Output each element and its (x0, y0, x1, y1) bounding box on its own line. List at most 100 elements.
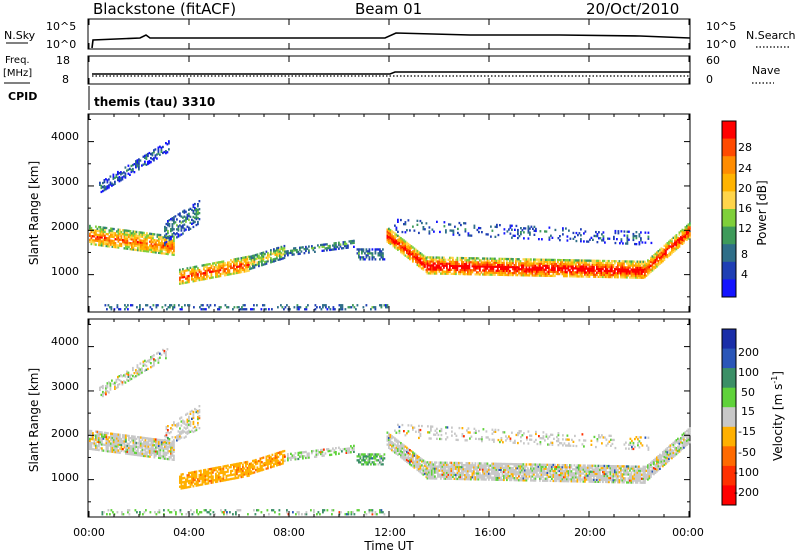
power-cell (127, 304, 129, 307)
velocity-cell (114, 435, 117, 438)
velocity-cell (165, 443, 168, 446)
power-cell (630, 274, 633, 277)
power-cell (137, 249, 139, 252)
velocity-cell (398, 440, 401, 444)
power-cell (362, 306, 365, 309)
power-cell (444, 262, 447, 265)
velocity-cell (431, 465, 433, 468)
velocity-cell (413, 454, 416, 457)
velocity-cell (123, 434, 126, 437)
power-cell (548, 274, 550, 277)
velocity-cell (462, 470, 465, 473)
velocity-cell (425, 467, 428, 471)
power-cell (162, 238, 165, 241)
power-cell (486, 257, 489, 260)
power-cell (409, 256, 411, 259)
power-cell (242, 266, 244, 269)
power-cell (651, 269, 654, 272)
velocity-cell (149, 449, 151, 452)
power-cell (645, 270, 648, 273)
power-cell (110, 306, 113, 309)
power-cell (240, 268, 243, 272)
power-cbar-tick-16: 16 (738, 202, 752, 215)
power-cell (111, 245, 114, 248)
velocity-cell (395, 440, 398, 443)
power-cell (117, 176, 119, 180)
velocity-cell (388, 432, 390, 435)
power-cell (621, 260, 624, 263)
velocity-cell (479, 462, 481, 465)
velocity-cell (153, 354, 155, 357)
power-cell (168, 142, 170, 145)
velocity-cell (183, 482, 186, 486)
power-cell (599, 263, 601, 266)
velocity-cell (350, 451, 352, 454)
velocity-cell (168, 458, 171, 461)
velocity-cell (321, 452, 324, 455)
power-cell (431, 272, 433, 275)
velocity-cell (479, 466, 481, 469)
power-cell (671, 242, 673, 245)
power-cell (218, 261, 220, 264)
power-cell (425, 270, 428, 274)
power-cell (367, 250, 369, 253)
velocity-cell (296, 457, 298, 461)
power-cell (305, 306, 308, 309)
power-cell (465, 273, 468, 276)
velocity-cell (401, 457, 404, 460)
power-cell (239, 261, 241, 264)
velocity-cell (431, 467, 433, 470)
velocity-cell (128, 444, 130, 448)
power-cell (558, 264, 561, 268)
velocity-cell (440, 469, 442, 472)
power-cell (173, 218, 175, 221)
velocity-cell (116, 435, 118, 438)
power-cell (120, 242, 123, 246)
velocity-cell (207, 468, 210, 471)
velocity-cell (101, 431, 103, 434)
velocity-cell (158, 448, 160, 451)
power-cell (246, 269, 249, 273)
velocity-cell (231, 477, 234, 480)
velocity-cell (441, 469, 444, 472)
power-cell (362, 258, 365, 261)
velocity-cell (419, 457, 422, 460)
velocity-cell (216, 476, 219, 479)
velocity-cell (240, 475, 243, 479)
velocity-cell (153, 358, 155, 361)
velocity-cell (438, 463, 441, 466)
nsky-tick-high: 10^5 (46, 20, 76, 33)
power-cell (89, 224, 91, 228)
power-cell (141, 241, 144, 244)
power-cell (444, 258, 447, 261)
power-cell (135, 160, 137, 163)
power-cell (468, 267, 471, 270)
power-cell (138, 166, 140, 169)
power-cell (147, 154, 149, 158)
power-cell (182, 232, 184, 235)
power-cell (282, 247, 284, 250)
velocity-cell (374, 457, 377, 460)
velocity-cell (191, 409, 193, 413)
power-cell (435, 266, 438, 269)
power-cell (114, 180, 116, 183)
power-cell (407, 242, 410, 246)
power-cell (197, 222, 199, 226)
velocity-cell (461, 473, 463, 477)
power-cell (108, 237, 111, 240)
velocity-cell (409, 453, 411, 456)
power-cell (485, 257, 487, 260)
power-cell (391, 238, 393, 241)
power-cell (474, 259, 477, 262)
velocity-cell (126, 448, 129, 451)
power-cell (210, 266, 213, 269)
power-cell (139, 308, 141, 311)
power-cell (234, 262, 237, 265)
power-cell (213, 268, 216, 271)
power-cell (271, 260, 274, 263)
power-cell (489, 271, 492, 274)
velocity-cell (410, 460, 413, 463)
power-cell (234, 264, 237, 267)
power-cell (495, 261, 498, 264)
velocity-cell (111, 442, 114, 445)
